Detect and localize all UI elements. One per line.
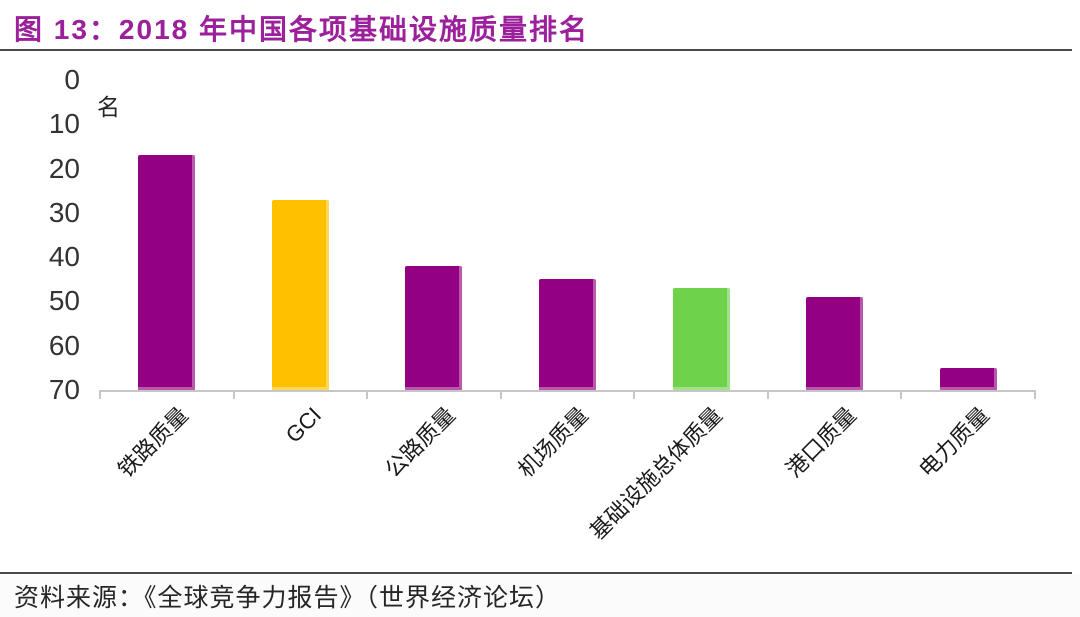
x-axis-tick [232,390,235,399]
y-tick-label: 20 [48,152,80,184]
footer-background [0,574,1080,617]
chart-bar [806,297,864,390]
chart-bar [271,199,329,390]
x-category-label: 基础设施总体质量 [584,402,728,545]
y-tick-label: 30 [48,196,80,228]
x-category-label: 机场质量 [513,402,594,483]
y-tick-label: 0 [64,64,80,95]
x-axis-line [100,390,1035,392]
chart-bar [138,155,196,390]
chart-bar [672,288,730,390]
x-axis-tick [99,390,101,399]
x-axis-tick [366,390,369,399]
title-divider [0,49,1072,51]
source-divider [0,572,1072,574]
x-axis-tick [499,390,502,399]
chart-bar [539,279,596,390]
x-category-label: 铁路质量 [112,402,193,483]
x-axis-tick [900,390,903,399]
chart-bar [405,266,463,390]
x-axis-tick [633,390,636,399]
x-category-label: 港口质量 [780,402,861,483]
x-category-label: 公路质量 [379,402,460,483]
y-axis-unit-label: 名 [97,94,120,120]
x-axis-tick [1034,390,1036,399]
y-tick-label: 50 [48,285,80,317]
y-tick-label: 70 [48,374,80,405]
chart-bar [939,367,997,390]
y-tick-label: 40 [48,241,80,273]
x-category-label: 电力质量 [914,402,995,483]
source-note: 资料来源：《全球竞争力报告》（世界经济论坛） [14,585,562,612]
x-category-label: GCI [280,402,327,448]
ranking-bar-chart: 名 0 10 20 30 40 50 60 70 铁路质量 GCI 公路质量 机场质量 基础设施总体质量… [48,64,1036,545]
y-tick-label: 60 [48,329,80,361]
y-tick-label: 10 [48,108,80,140]
figure-title: 图 13：2018 年中国各项基础设施质量排名 [14,14,589,45]
x-axis-tick [766,390,769,399]
